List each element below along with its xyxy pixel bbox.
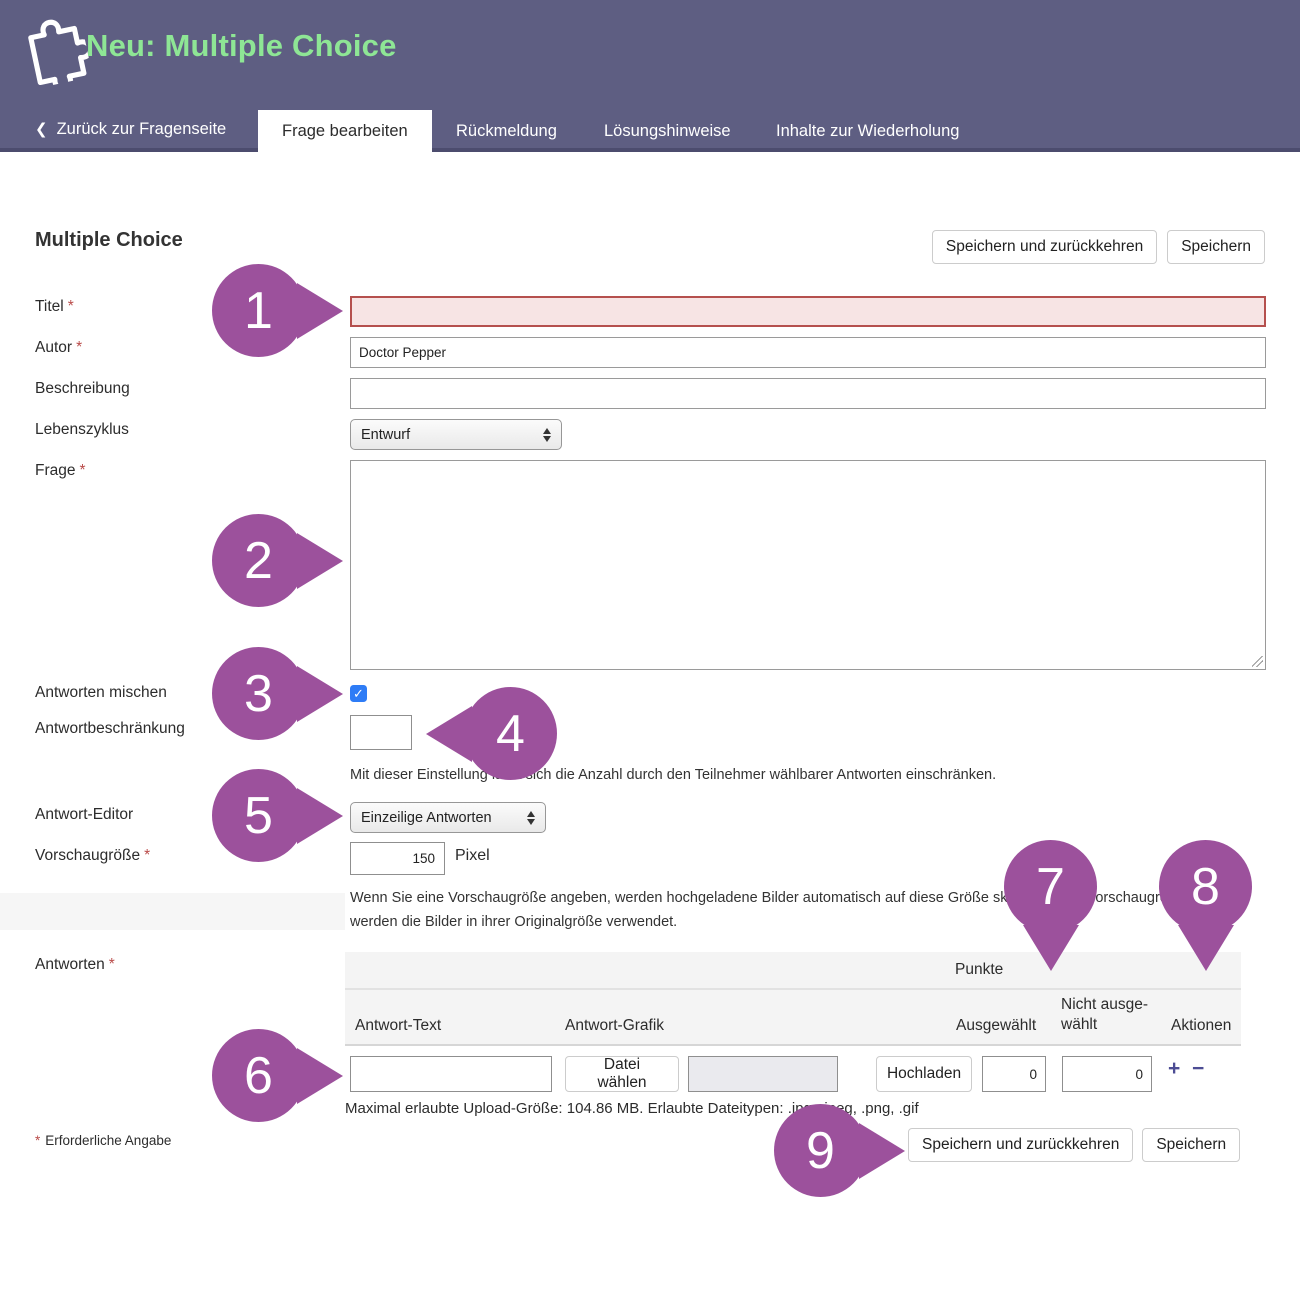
annotation-balloon-4: 4 bbox=[426, 687, 557, 780]
balloon-number: 8 bbox=[1159, 840, 1252, 933]
save-and-return-button-bottom[interactable]: Speichern und zurückkehren bbox=[908, 1128, 1134, 1162]
answers-table-column-header-row: Antwort-Text Antwort-Grafik Ausgewählt N… bbox=[345, 990, 1241, 1046]
tab-loesungshinweise[interactable]: Lösungshinweise bbox=[604, 121, 731, 140]
balloon-number: 4 bbox=[464, 687, 557, 780]
col-antwort-text: Antwort-Text bbox=[355, 1017, 442, 1034]
required-footnote: * Erforderliche Angabe bbox=[35, 1133, 172, 1148]
antworten-label: Antworten * bbox=[35, 956, 115, 973]
vorschaugroesse-label: Vorschaugröße * bbox=[35, 847, 151, 864]
add-answer-icon[interactable]: + bbox=[1168, 1057, 1181, 1080]
chevron-left-icon: ❮ bbox=[35, 121, 48, 138]
tab-bar: ❮ Zurück zur Fragenseite Frage bearbeite… bbox=[0, 110, 1300, 152]
antwort-editor-select[interactable]: Einzeilige Antworten bbox=[350, 802, 546, 833]
app-header: Neu: Multiple Choice bbox=[0, 0, 1300, 110]
tab-inhalte-zur-wiederholung[interactable]: Inhalte zur Wiederholung bbox=[776, 121, 960, 140]
antworten-mischen-label: Antworten mischen bbox=[35, 684, 167, 701]
section-divider bbox=[0, 893, 345, 930]
check-icon: ✓ bbox=[353, 686, 364, 701]
choose-file-button[interactable]: Datei wählen bbox=[565, 1056, 679, 1092]
balloon-number: 9 bbox=[774, 1104, 867, 1197]
titel-input[interactable] bbox=[350, 296, 1266, 327]
required-mark: * bbox=[76, 339, 83, 356]
punkte-header: Punkte bbox=[955, 961, 1004, 978]
required-mark: * bbox=[67, 298, 74, 315]
antwort-editor-selected-value: Einzeilige Antworten bbox=[361, 809, 492, 826]
vorschaugroesse-help-line1: Wenn Sie eine Vorschaugröße angeben, wer… bbox=[350, 890, 1185, 906]
upload-note: Maximal erlaubte Upload-Größe: 104.86 MB… bbox=[345, 1100, 919, 1117]
antwort-editor-label: Antwort-Editor bbox=[35, 806, 134, 823]
annotation-balloon-6: 6 bbox=[212, 1029, 343, 1122]
annotation-balloon-9: 9 bbox=[774, 1104, 905, 1197]
remove-answer-icon[interactable]: − bbox=[1192, 1057, 1205, 1080]
page-title: Neu: Multiple Choice bbox=[86, 28, 397, 63]
bottom-actions: Speichern und zurückkehren Speichern bbox=[908, 1128, 1241, 1162]
form-heading: Multiple Choice bbox=[35, 229, 183, 251]
annotation-balloon-3: 3 bbox=[212, 647, 343, 740]
save-button-top[interactable]: Speichern bbox=[1167, 230, 1265, 264]
answers-table-points-header-row: Punkte bbox=[345, 952, 1241, 990]
top-actions: Speichern und zurückkehren Speichern bbox=[931, 230, 1265, 264]
back-link-label: Zurück zur Fragenseite bbox=[56, 119, 227, 138]
select-arrows-icon bbox=[527, 810, 535, 825]
titel-label: Titel * bbox=[35, 298, 74, 315]
file-name-box bbox=[688, 1056, 838, 1092]
lebenszyklus-label: Lebenszyklus bbox=[35, 421, 129, 438]
col-nicht-ausgewaehlt: Nicht ausge- wählt bbox=[1061, 996, 1149, 1033]
col-antwort-grafik: Antwort-Grafik bbox=[565, 1017, 665, 1034]
annotation-balloon-7: 7 bbox=[1004, 840, 1097, 971]
beschreibung-input[interactable] bbox=[350, 378, 1266, 409]
lebenszyklus-selected-value: Entwurf bbox=[361, 426, 411, 443]
selected-points-input[interactable] bbox=[982, 1056, 1046, 1092]
answer-text-input[interactable] bbox=[350, 1056, 552, 1092]
annotation-balloon-1: 1 bbox=[212, 264, 343, 357]
antworten-mischen-checkbox[interactable]: ✓ bbox=[350, 685, 367, 702]
balloon-number: 5 bbox=[212, 769, 305, 862]
vorschaugroesse-help-line2: werden die Bilder in ihrer Originalgröße… bbox=[350, 914, 678, 930]
puzzle-icon bbox=[22, 12, 93, 92]
col-aktionen: Aktionen bbox=[1171, 1017, 1232, 1034]
answers-table: Punkte Antwort-Text Antwort-Grafik Ausge… bbox=[345, 952, 1241, 1046]
required-mark: * bbox=[144, 847, 151, 864]
balloon-number: 6 bbox=[212, 1029, 305, 1122]
resize-handle[interactable] bbox=[1252, 656, 1263, 667]
lebenszyklus-select[interactable]: Entwurf bbox=[350, 419, 562, 450]
save-and-return-button-top[interactable]: Speichern und zurückkehren bbox=[931, 230, 1158, 264]
beschreibung-label: Beschreibung bbox=[35, 380, 130, 397]
frage-textarea[interactable] bbox=[350, 460, 1266, 670]
annotation-balloon-5: 5 bbox=[212, 769, 343, 862]
save-button-bottom[interactable]: Speichern bbox=[1142, 1128, 1241, 1162]
vorschaugroesse-input[interactable] bbox=[350, 842, 445, 875]
tab-rueckmeldung[interactable]: Rückmeldung bbox=[456, 121, 557, 140]
required-mark: * bbox=[108, 956, 115, 973]
select-arrows-icon bbox=[543, 427, 551, 442]
back-to-question-page-link[interactable]: ❮ Zurück zur Fragenseite bbox=[35, 110, 226, 148]
balloon-number: 2 bbox=[212, 514, 305, 607]
upload-button[interactable]: Hochladen bbox=[876, 1056, 972, 1092]
not-selected-points-input[interactable] bbox=[1062, 1056, 1152, 1092]
antwortbeschraenkung-label: Antwortbeschränkung bbox=[35, 720, 185, 737]
required-mark: * bbox=[79, 462, 86, 479]
antwortbeschraenkung-input[interactable] bbox=[350, 715, 412, 750]
balloon-number: 3 bbox=[212, 647, 305, 740]
annotation-balloon-8: 8 bbox=[1159, 840, 1252, 971]
balloon-number: 1 bbox=[212, 264, 305, 357]
pixel-unit-label: Pixel bbox=[455, 847, 490, 864]
autor-label: Autor * bbox=[35, 339, 83, 356]
autor-input[interactable] bbox=[350, 337, 1266, 368]
frage-label: Frage * bbox=[35, 462, 86, 479]
tab-frage-bearbeiten[interactable]: Frage bearbeiten bbox=[258, 110, 432, 152]
balloon-number: 7 bbox=[1004, 840, 1097, 933]
annotation-balloon-2: 2 bbox=[212, 514, 343, 607]
col-ausgewaehlt: Ausgewählt bbox=[956, 1017, 1037, 1034]
